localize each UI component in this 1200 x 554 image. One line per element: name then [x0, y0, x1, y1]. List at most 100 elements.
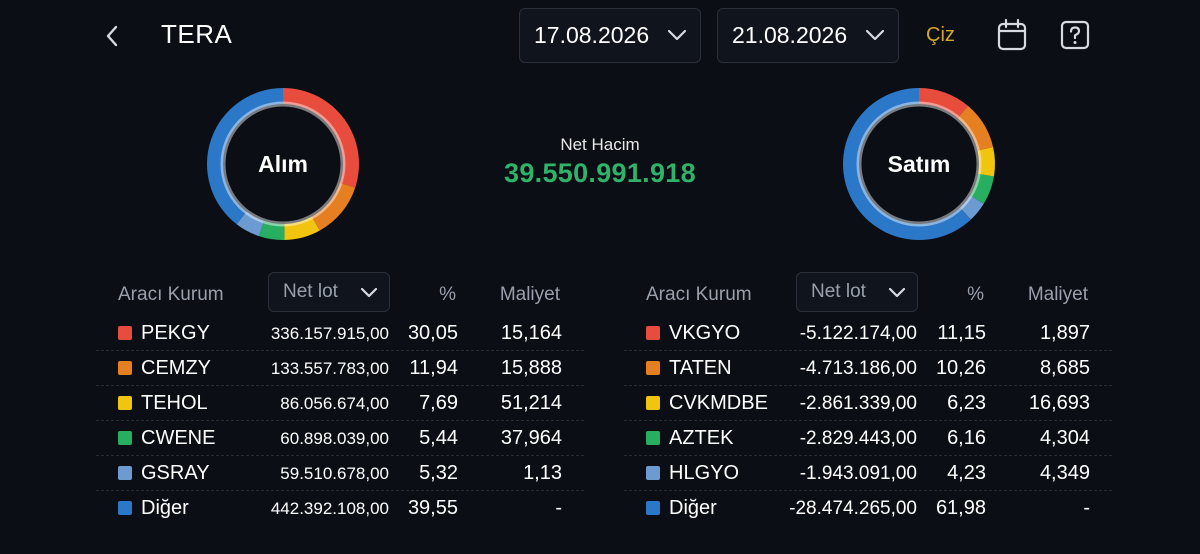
donut-slice — [919, 88, 968, 119]
sell-donut-svg — [843, 88, 995, 240]
table-row[interactable]: TATEN -4.713.186,00 10,26 8,685 — [624, 351, 1112, 386]
percent-value: 11,94 — [409, 357, 458, 379]
cost-value: - — [1083, 497, 1090, 519]
table-row[interactable]: AZTEK -2.829.443,00 6,16 4,304 — [624, 421, 1112, 456]
cost-value: 51,214 — [500, 392, 562, 414]
net-lot-value: 442.392.108,00 — [270, 499, 389, 518]
net-lot-value: 133.557.783,00 — [270, 359, 389, 378]
color-swatch — [118, 431, 132, 445]
donut-slice — [283, 88, 359, 188]
calendar-button[interactable] — [996, 18, 1028, 52]
chevron-down-icon — [888, 287, 906, 298]
draw-button[interactable]: Çiz — [926, 24, 955, 46]
net-lot-value: -2.861.339,00 — [799, 393, 917, 414]
cost-value: 1,897 — [1039, 322, 1090, 344]
cost-value: 15,164 — [500, 322, 562, 344]
color-swatch — [646, 466, 660, 480]
broker-name: CWENE — [141, 427, 216, 449]
table-row[interactable]: VKGYO -5.122.174,00 11,15 1,897 — [624, 316, 1112, 351]
table-row[interactable]: CWENE 60.898.039,00 5,44 37,964 — [96, 421, 584, 456]
table-row[interactable]: CVKMDBE -2.861.339,00 6,23 16,693 — [624, 386, 1112, 421]
table-row[interactable]: Diğer 442.392.108,00 39,55 - — [96, 491, 584, 526]
end-date-select[interactable]: 21.08.2026 — [717, 8, 899, 63]
broker-name: Diğer — [669, 497, 717, 519]
buy-donut-svg — [207, 88, 359, 240]
broker-name: GSRAY — [141, 462, 210, 484]
percent-value: 10,26 — [935, 357, 986, 379]
cost-value: 4,349 — [1039, 462, 1090, 484]
cost-column-header: Maliyet — [1027, 284, 1088, 305]
sell-donut-label: Satım — [887, 150, 951, 177]
percent-value: 6,16 — [947, 427, 986, 449]
net-volume-label: Net Hacim — [560, 135, 640, 154]
buy-donut-chart: Alım — [191, 72, 375, 256]
donut-slice — [207, 88, 283, 225]
broker-name: CVKMDBE — [669, 392, 768, 414]
percent-value: 11,15 — [937, 322, 986, 344]
donut-slice — [843, 88, 971, 240]
net-lot-value: -28.474.265,00 — [789, 498, 917, 519]
donut-slice — [957, 105, 994, 151]
table-row[interactable]: TEHOL 86.056.674,00 7,69 51,214 — [96, 386, 584, 421]
pct-column-header: % — [967, 284, 984, 305]
cost-value: 1,13 — [523, 462, 562, 484]
table-row[interactable]: Diğer -28.474.265,00 61,98 - — [624, 491, 1112, 526]
start-date-value: 17.08.2026 — [534, 22, 650, 48]
donut-slice — [284, 216, 320, 240]
cost-value: 16,693 — [1028, 392, 1090, 414]
help-button[interactable] — [1060, 20, 1090, 50]
table-row[interactable]: GSRAY 59.510.678,00 5,32 1,13 — [96, 456, 584, 491]
donut-slice — [970, 173, 994, 204]
net-lot-value: 336.157.915,00 — [270, 324, 389, 343]
sell-lot-select[interactable]: Net lot — [796, 272, 918, 312]
broker-name: Diğer — [141, 497, 189, 519]
cost-value: - — [555, 497, 562, 519]
color-swatch — [646, 501, 660, 515]
net-lot-value: 86.056.674,00 — [280, 394, 389, 413]
donut-slice — [960, 195, 984, 220]
help-icon — [1060, 20, 1090, 50]
buy-table-header: Aracı Kurum Net lot % Maliyet — [96, 272, 584, 316]
sell-donut-chart: Satım — [827, 72, 1011, 256]
net-lot-value: -4.713.186,00 — [799, 358, 917, 379]
donut-hole — [226, 107, 340, 221]
donut-hole — [862, 107, 976, 221]
color-swatch — [118, 466, 132, 480]
broker-column-header: Aracı Kurum — [118, 284, 224, 305]
chevron-left-icon — [106, 25, 118, 47]
table-row[interactable]: CEMZY 133.557.783,00 11,94 15,888 — [96, 351, 584, 386]
cost-value: 37,964 — [500, 427, 562, 449]
percent-value: 30,05 — [407, 322, 458, 344]
percent-value: 39,55 — [407, 497, 458, 519]
table-row[interactable]: PEKGY 336.157.915,00 30,05 15,164 — [96, 316, 584, 351]
color-swatch — [118, 501, 132, 515]
net-volume-value: 39.550.991.918 — [504, 158, 696, 188]
color-swatch — [646, 431, 660, 445]
back-button[interactable] — [98, 20, 126, 52]
percent-value: 4,23 — [947, 462, 986, 484]
chevron-down-icon — [667, 29, 687, 41]
pct-column-header: % — [439, 284, 456, 305]
table-row[interactable]: HLGYO -1.943.091,00 4,23 4,349 — [624, 456, 1112, 491]
cost-column-header: Maliyet — [499, 284, 560, 305]
net-lot-value: -1.943.091,00 — [799, 463, 917, 484]
net-lot-value: 60.898.039,00 — [280, 429, 389, 448]
broker-column-header: Aracı Kurum — [646, 284, 752, 305]
color-swatch — [646, 326, 660, 340]
buy-lot-select[interactable]: Net lot — [268, 272, 390, 312]
chevron-down-icon — [360, 287, 378, 298]
donut-slice — [258, 220, 285, 240]
percent-value: 6,23 — [947, 392, 986, 414]
end-date-value: 21.08.2026 — [732, 22, 848, 48]
net-lot-value: -2.829.443,00 — [799, 428, 917, 449]
donut-inner-ring — [856, 101, 982, 227]
color-swatch — [118, 326, 132, 340]
start-date-select[interactable]: 17.08.2026 — [519, 8, 701, 63]
net-lot-value: -5.122.174,00 — [799, 323, 917, 344]
broker-name: PEKGY — [141, 322, 210, 344]
buy-table: Aracı Kurum Net lot % Maliyet PEKGY 336.1… — [96, 272, 584, 526]
cost-value: 8,685 — [1039, 357, 1090, 379]
broker-name: HLGYO — [669, 462, 740, 484]
sell-table-body: VKGYO -5.122.174,00 11,15 1,897 TATEN -4.713.… — [624, 316, 1112, 526]
color-swatch — [118, 396, 132, 410]
